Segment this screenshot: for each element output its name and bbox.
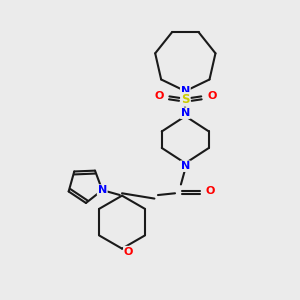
Text: O: O — [154, 92, 164, 101]
Text: N: N — [181, 108, 190, 118]
Text: N: N — [98, 185, 107, 195]
Text: O: O — [207, 92, 217, 101]
Text: N: N — [181, 86, 190, 96]
Text: S: S — [181, 93, 190, 106]
Text: N: N — [181, 161, 190, 171]
Text: O: O — [124, 247, 133, 256]
Text: O: O — [206, 186, 215, 196]
